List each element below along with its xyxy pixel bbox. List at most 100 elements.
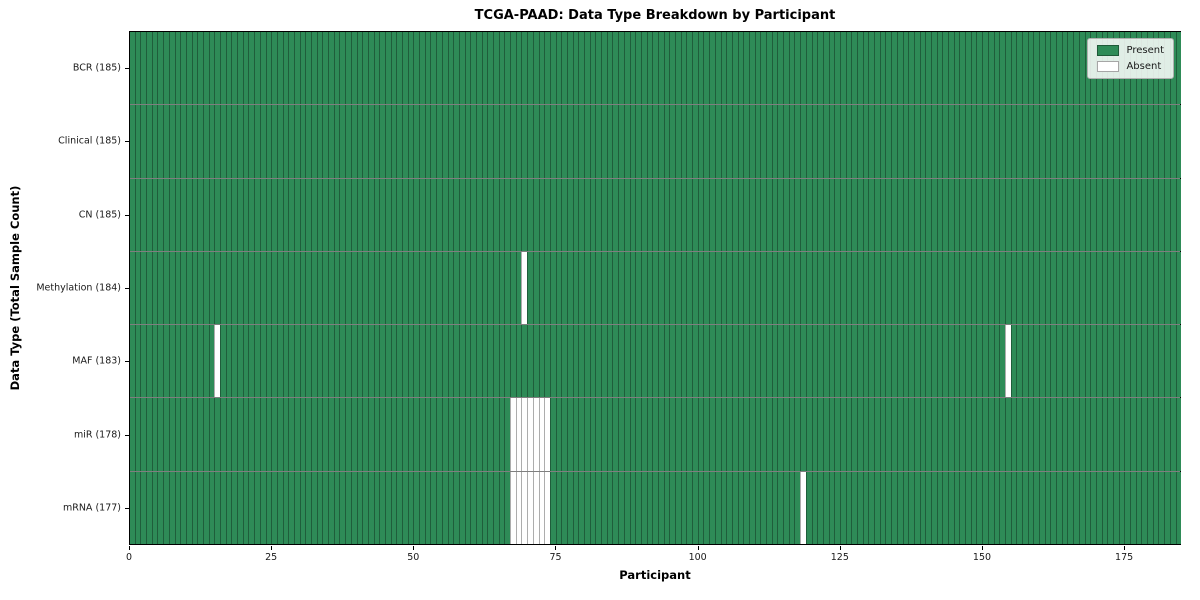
- matrix-cell: [743, 471, 749, 544]
- matrix-cell: [487, 32, 493, 105]
- matrix-cell: [561, 251, 567, 325]
- matrix-cell: [589, 105, 596, 178]
- matrix-cell: [487, 471, 493, 544]
- matrix-cell: [714, 105, 721, 178]
- matrix-cell: [1056, 178, 1062, 251]
- matrix-cell: [703, 325, 710, 398]
- matrix-cell: [766, 32, 772, 105]
- matrix-cell: [1084, 398, 1091, 471]
- matrix-cell: [430, 32, 437, 105]
- matrix-cell: [959, 398, 966, 471]
- matrix-cell: [999, 325, 1005, 398]
- matrix-cell: [419, 105, 425, 178]
- matrix-cell: [948, 398, 954, 471]
- matrix-cell: [1158, 471, 1165, 544]
- matrix-cell: [504, 105, 511, 178]
- matrix-cell: [151, 178, 158, 251]
- matrix-cell: [919, 178, 926, 251]
- matrix-cell: [532, 398, 539, 471]
- matrix-cell: [868, 105, 875, 178]
- matrix-cell: [731, 251, 738, 325]
- matrix-cell: [538, 251, 545, 325]
- matrix-cell: [635, 398, 641, 471]
- matrix-cell: [578, 471, 584, 544]
- matrix-cell: [1130, 398, 1136, 471]
- matrix-cell: [1164, 251, 1170, 325]
- matrix-cell: [1016, 178, 1022, 251]
- matrix-cell: [839, 178, 846, 251]
- matrix-cell: [1021, 251, 1028, 325]
- matrix-cell: [902, 471, 909, 544]
- matrix-cell: [930, 105, 937, 178]
- matrix-cell: [390, 32, 397, 105]
- matrix-cell: [714, 398, 721, 471]
- matrix-cell: [140, 325, 147, 398]
- matrix-cell: [134, 32, 141, 105]
- matrix-cell: [675, 471, 681, 544]
- matrix-cell: [646, 398, 653, 471]
- matrix-cell: [919, 105, 926, 178]
- matrix-cell: [714, 32, 721, 105]
- matrix-cell: [669, 398, 675, 471]
- matrix-cell: [1056, 398, 1062, 471]
- matrix-cell: [760, 178, 766, 251]
- matrix-cell: [373, 105, 380, 178]
- matrix-cell: [635, 178, 641, 251]
- matrix-cell: [561, 325, 567, 398]
- matrix-cell: [913, 325, 920, 398]
- matrix-cell: [743, 251, 749, 325]
- matrix-cell: [942, 471, 948, 544]
- matrix-cell: [623, 105, 630, 178]
- matrix-cell: [959, 471, 966, 544]
- matrix-cell: [259, 178, 266, 251]
- matrix-cell: [805, 471, 812, 544]
- matrix-cell: [130, 471, 135, 544]
- matrix-cell: [515, 398, 522, 471]
- matrix-cell: [413, 178, 420, 251]
- matrix-cell: [584, 471, 590, 544]
- matrix-cell: [180, 398, 186, 471]
- matrix-cell: [675, 398, 681, 471]
- matrix-cell: [561, 32, 567, 105]
- matrix-cell: [879, 471, 886, 544]
- matrix-cell: [299, 471, 306, 544]
- matrix-cell: [475, 251, 482, 325]
- matrix-cell: [1169, 178, 1176, 251]
- matrix-cell: [259, 32, 266, 105]
- matrix-cell: [151, 32, 158, 105]
- matrix-cell: [993, 398, 1000, 471]
- matrix-cell: [845, 325, 852, 398]
- matrix-cell: [1147, 105, 1153, 178]
- matrix-cell: [595, 105, 602, 178]
- matrix-cell: [1061, 325, 1068, 398]
- matrix-cell: [225, 105, 232, 178]
- matrix-cell: [1039, 32, 1045, 105]
- matrix-cell: [805, 32, 812, 105]
- matrix-cell: [1027, 398, 1034, 471]
- matrix-cell: [493, 471, 499, 544]
- matrix-cell: [202, 471, 209, 544]
- matrix-cell: [1107, 471, 1113, 544]
- matrix-cell: [1130, 471, 1136, 544]
- matrix-cell: [777, 471, 784, 544]
- matrix-cell: [265, 471, 272, 544]
- matrix-cell: [1021, 32, 1028, 105]
- matrix-cell: [743, 105, 749, 178]
- matrix-cell: [322, 105, 329, 178]
- matrix-cell: [282, 471, 289, 544]
- matrix-cell: [328, 105, 334, 178]
- matrix-cell: [373, 178, 380, 251]
- matrix-cell: [1027, 251, 1034, 325]
- matrix-cell: [987, 325, 994, 398]
- matrix-cell: [140, 32, 147, 105]
- matrix-cell: [146, 325, 152, 398]
- matrix-cell: [1044, 471, 1051, 544]
- matrix-cell: [777, 105, 784, 178]
- matrix-cell: [328, 178, 334, 251]
- matrix-cell: [697, 178, 704, 251]
- matrix-cell: [1175, 471, 1182, 544]
- matrix-cell: [367, 325, 374, 398]
- matrix-cell: [635, 32, 641, 105]
- matrix-cell: [879, 32, 886, 105]
- matrix-cell: [902, 398, 909, 471]
